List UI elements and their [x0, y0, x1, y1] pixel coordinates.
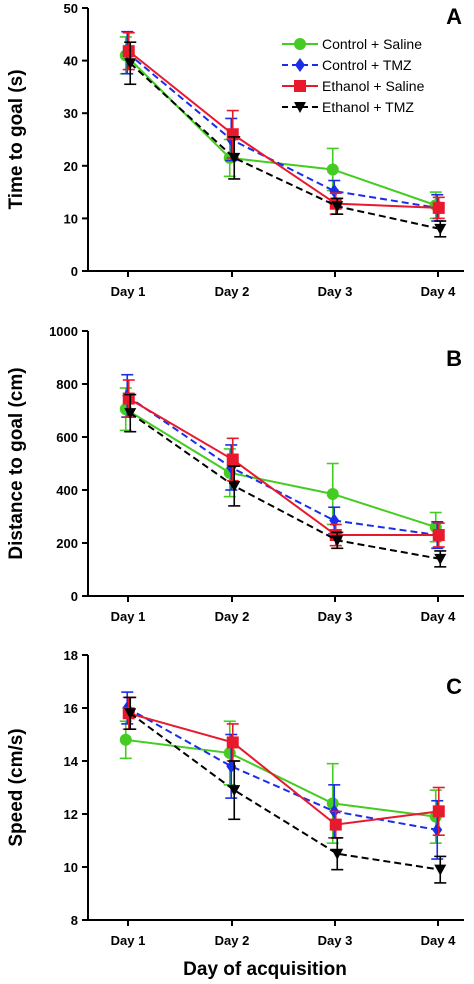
y-tick-label: 12: [64, 807, 78, 822]
legend: Control + Saline Control + TMZ Ethanol + S…: [282, 36, 425, 115]
series-control-tmz: [121, 373, 444, 550]
data-point: [228, 785, 241, 797]
x-tick-label: Day 4: [421, 933, 456, 948]
series-line: [126, 51, 438, 209]
y-axis-title: Speed (cm/s): [6, 728, 27, 846]
series-control-saline: [119, 387, 442, 543]
series-line: [128, 397, 439, 537]
data-point: [432, 805, 445, 818]
x-axis-title: Day of acquisition: [183, 959, 347, 980]
chart-panel-c: 8 10 12 14 16 18 Day 1 Day 2 Day 3 Day 4 Speed (cm…: [6, 648, 464, 948]
y-axis-title: Time to goal (s): [6, 69, 27, 209]
chart-panel-a: 0 10 20 30 40 50 Day 1 Day 2 Day 3 Day 4 Time to g…: [6, 1, 464, 299]
series-line: [128, 712, 439, 826]
series-ethanol-saline: [122, 379, 445, 548]
data-point: [326, 163, 339, 176]
data-point: [432, 529, 445, 542]
y-tick-label: 14: [64, 754, 79, 769]
data-point: [329, 818, 342, 831]
y-tick-label: 40: [64, 54, 78, 69]
series-ethanol-tmz: [124, 41, 447, 238]
series-ethanol-saline: [122, 696, 445, 839]
data-point: [434, 553, 447, 565]
y-tick-label: 600: [56, 430, 78, 445]
data-point: [122, 45, 135, 58]
legend-marker: [294, 38, 306, 50]
series-control-tmz: [121, 691, 444, 860]
data-point: [124, 408, 137, 420]
y-tick-label: 0: [71, 264, 78, 279]
y-tick-label: 400: [56, 483, 78, 498]
panel-label: C: [446, 674, 462, 699]
data-point: [329, 513, 340, 528]
y-tick-label: 18: [64, 648, 78, 663]
x-tick-label: Day 1: [111, 609, 146, 624]
y-tick-label: 200: [56, 536, 78, 551]
series-line: [129, 62, 441, 230]
data-point: [228, 481, 241, 493]
legend-label: Ethanol + Saline: [322, 78, 425, 94]
series-line: [125, 738, 436, 818]
series-line: [129, 412, 441, 560]
legend-label: Ethanol + TMZ: [322, 99, 414, 115]
data-point: [226, 453, 239, 466]
legend-label: Control + TMZ: [322, 57, 412, 73]
data-point: [329, 184, 340, 199]
y-tick-label: 16: [64, 701, 78, 716]
data-point: [434, 223, 447, 235]
data-point: [124, 708, 137, 720]
chart-panel-b: 0 200 400 600 800 1000 Day 1 Day 2 Day 3 Day 4 Dis…: [6, 324, 464, 624]
series-control-saline: [119, 720, 442, 844]
data-point: [326, 797, 339, 810]
data-point: [326, 487, 339, 500]
legend-marker: [294, 102, 306, 113]
x-tick-label: Day 3: [318, 284, 353, 299]
series-line: [126, 395, 438, 537]
data-point: [331, 848, 344, 860]
x-tick-label: Day 4: [421, 609, 456, 624]
x-tick-label: Day 2: [215, 284, 250, 299]
legend-label: Control + Saline: [322, 36, 422, 52]
y-tick-label: 1000: [49, 324, 78, 339]
series-line: [126, 707, 438, 831]
series-ethanol-tmz: [124, 393, 447, 568]
data-point: [119, 733, 132, 746]
x-tick-label: Day 4: [421, 284, 456, 299]
y-tick-label: 10: [64, 860, 78, 875]
series-line: [128, 50, 439, 209]
data-point: [432, 201, 445, 214]
y-tick-label: 8: [71, 913, 78, 928]
data-point: [223, 747, 236, 760]
x-tick-label: Day 1: [111, 933, 146, 948]
y-tick-label: 50: [64, 1, 78, 16]
y-tick-label: 10: [64, 211, 78, 226]
panel-label: B: [446, 346, 462, 371]
legend-marker: [295, 58, 305, 72]
panel-label: A: [446, 4, 462, 29]
x-tick-label: Day 2: [215, 609, 250, 624]
series-ethanol-tmz: [124, 696, 447, 884]
data-point: [331, 201, 344, 213]
series-line: [129, 712, 441, 871]
y-tick-label: 20: [64, 159, 78, 174]
data-point: [432, 822, 443, 837]
data-point: [226, 128, 239, 141]
x-tick-label: Day 1: [111, 284, 146, 299]
x-tick-label: Day 2: [215, 933, 250, 948]
x-tick-label: Day 3: [318, 609, 353, 624]
data-point: [124, 58, 137, 70]
legend-marker: [294, 80, 306, 92]
data-point: [122, 392, 135, 405]
series-line: [125, 408, 437, 529]
data-point: [228, 152, 241, 164]
y-tick-label: 0: [71, 589, 78, 604]
y-tick-label: 800: [56, 377, 78, 392]
data-point: [331, 535, 344, 547]
data-point: [434, 864, 447, 876]
y-tick-label: 30: [64, 106, 78, 121]
y-axis-title: Distance to goal (cm): [6, 367, 27, 559]
x-tick-label: Day 3: [318, 933, 353, 948]
data-point: [226, 736, 239, 749]
